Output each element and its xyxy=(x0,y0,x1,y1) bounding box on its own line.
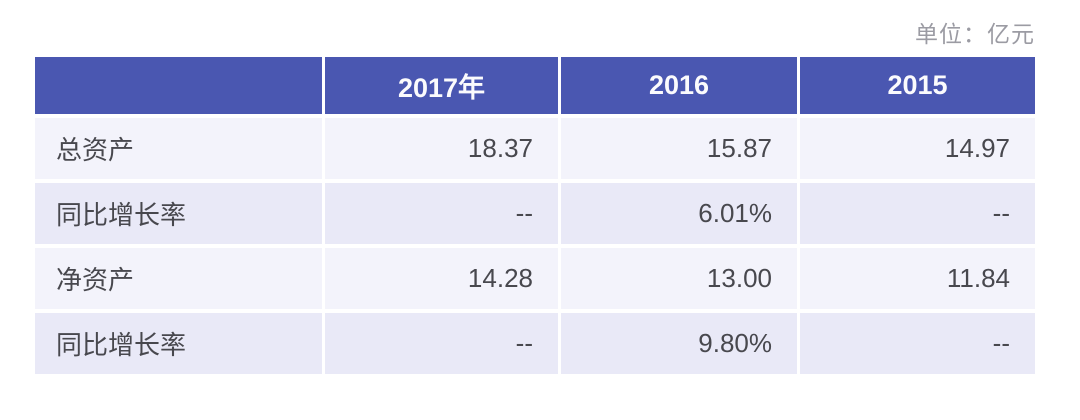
value-2016: 6.01% xyxy=(561,183,797,244)
table-row-net-assets: 净资产 14.28 13.00 11.84 xyxy=(35,248,1035,309)
row-label: 同比增长率 xyxy=(35,183,322,244)
table-row-total-assets-yoy-growth: 同比增长率 -- 6.01% -- xyxy=(35,183,1035,244)
value-2016: 15.87 xyxy=(561,118,797,179)
header-cell-2015: 2015 xyxy=(800,57,1035,114)
value-2015: 11.84 xyxy=(800,248,1035,309)
value-2015: -- xyxy=(800,183,1035,244)
value-2016: 9.80% xyxy=(561,313,797,374)
table-header-row: 2017年 2016 2015 xyxy=(35,57,1035,114)
financial-table: 2017年 2016 2015 总资产 18.37 15.87 14.97 同比… xyxy=(35,57,1035,374)
header-cell-2017: 2017年 xyxy=(325,57,558,114)
value-2017: -- xyxy=(325,313,558,374)
value-2016: 13.00 xyxy=(561,248,797,309)
value-2017: -- xyxy=(325,183,558,244)
unit-label: 单位：亿元 xyxy=(915,21,1035,47)
value-2017: 18.37 xyxy=(325,118,558,179)
table-row-total-assets: 总资产 18.37 15.87 14.97 xyxy=(35,118,1035,179)
row-label: 同比增长率 xyxy=(35,313,322,374)
row-label: 总资产 xyxy=(35,118,322,179)
value-2017: 14.28 xyxy=(325,248,558,309)
value-2015: -- xyxy=(800,313,1035,374)
value-2015: 14.97 xyxy=(800,118,1035,179)
row-label: 净资产 xyxy=(35,248,322,309)
header-cell-2016: 2016 xyxy=(561,57,797,114)
table-row-net-assets-yoy-growth: 同比增长率 -- 9.80% -- xyxy=(35,313,1035,374)
header-cell-blank xyxy=(35,57,322,114)
